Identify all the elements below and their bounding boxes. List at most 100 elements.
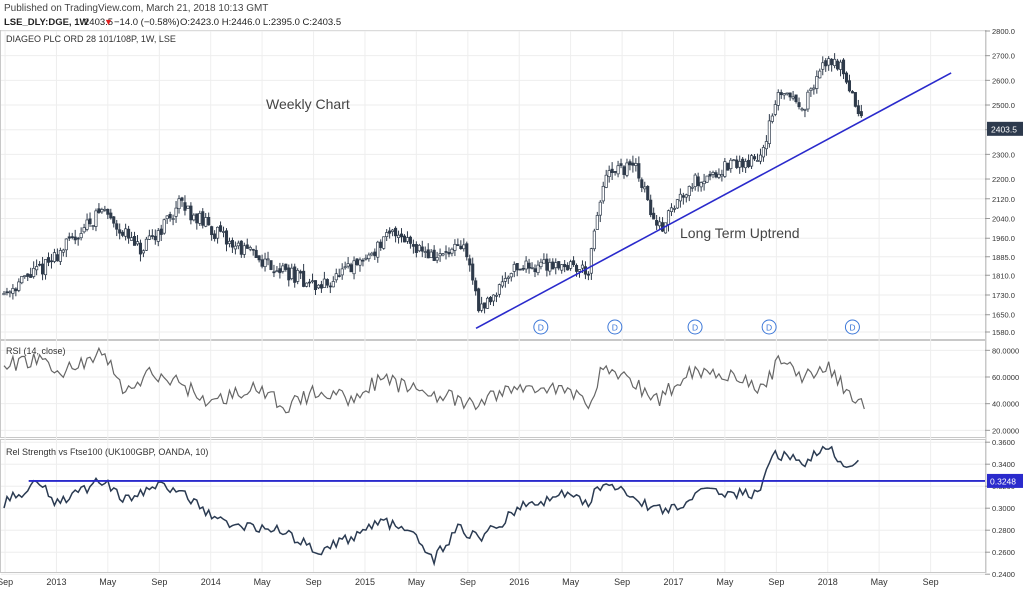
candle-body xyxy=(411,244,415,247)
y-tick-label: 40.0000 xyxy=(992,400,1019,409)
candle-body xyxy=(55,254,59,262)
candle-body xyxy=(708,173,712,177)
candle-body xyxy=(456,244,460,246)
candle-body xyxy=(699,182,703,188)
candle-body xyxy=(138,242,143,255)
candle-body xyxy=(770,115,774,122)
x-tick-label: May xyxy=(871,577,889,587)
x-tick-label: 2013 xyxy=(46,577,66,587)
candle-body xyxy=(438,253,442,257)
candle-body xyxy=(539,261,543,268)
candle-body xyxy=(735,159,739,168)
candle-body xyxy=(530,267,534,269)
candle-body xyxy=(402,235,407,243)
candle-body xyxy=(239,240,243,255)
candle-body xyxy=(761,147,765,158)
candle-body xyxy=(509,273,513,278)
candle-body xyxy=(637,163,641,179)
candle-body xyxy=(518,268,522,271)
candle-body xyxy=(266,258,270,261)
candle-body xyxy=(388,230,392,234)
published-line: Published on TradingView.com, March 21, … xyxy=(4,3,268,14)
candle-body xyxy=(219,225,223,232)
candle-body xyxy=(675,199,679,209)
dividend-badge-label: D xyxy=(766,323,772,333)
candle-body xyxy=(758,154,763,162)
candle-body xyxy=(379,241,383,248)
symbol-label: LSE_DLY:DGE, 1W xyxy=(4,17,88,28)
candle-body xyxy=(441,253,445,256)
candle-body xyxy=(714,172,718,178)
candle-body xyxy=(788,92,792,98)
candle-body xyxy=(536,264,540,274)
candle-body xyxy=(841,59,846,75)
candle-body xyxy=(658,221,662,227)
x-tick-label: Sep xyxy=(151,577,167,587)
candle-body xyxy=(527,262,531,269)
candle-body xyxy=(141,250,145,254)
candle-body xyxy=(794,94,798,103)
candle-body xyxy=(103,208,107,211)
candle-body xyxy=(818,70,822,79)
candle-body xyxy=(186,205,190,209)
x-tick-label: 2014 xyxy=(201,577,221,587)
candle-body xyxy=(394,227,398,237)
candle-body xyxy=(696,176,700,186)
candle-body xyxy=(405,237,409,242)
candle-body xyxy=(198,213,202,224)
candle-body xyxy=(426,249,430,259)
x-tick-label: May xyxy=(99,577,117,587)
candle-body xyxy=(545,258,549,271)
candle-body xyxy=(88,218,92,225)
candle-body xyxy=(313,280,318,291)
candle-body xyxy=(833,58,837,66)
candle-body xyxy=(859,111,863,117)
candle-body xyxy=(821,62,825,70)
candle-body xyxy=(49,260,54,263)
candle-body xyxy=(551,261,555,270)
candle-body xyxy=(491,294,496,302)
candle-body xyxy=(604,174,608,188)
candle-body xyxy=(156,230,160,242)
candle-body xyxy=(809,88,813,91)
rel-panel-title: Rel Strength vs Ftse100 (UK100GBP, OANDA… xyxy=(6,447,208,457)
candle-body xyxy=(524,260,528,270)
y-tick-label: 2600.0 xyxy=(992,76,1015,85)
candle-body xyxy=(468,258,472,266)
candle-body xyxy=(290,267,294,279)
candle-body xyxy=(462,244,466,250)
y-tick-label: 1580.0 xyxy=(992,328,1015,337)
candle-body xyxy=(153,235,157,241)
y-tick-label: 0.2800 xyxy=(992,526,1015,535)
candle-body xyxy=(150,235,154,237)
candle-body xyxy=(391,229,395,232)
candle-body xyxy=(248,247,252,250)
candle-body xyxy=(459,245,463,250)
candle-body xyxy=(557,261,561,269)
candle-body xyxy=(598,201,602,216)
candle-body xyxy=(776,92,780,106)
candle-body xyxy=(803,108,807,111)
candle-body xyxy=(729,159,733,170)
dividend-badge xyxy=(687,319,703,335)
candle-body xyxy=(242,245,246,255)
candle-body xyxy=(328,285,332,288)
candle-body xyxy=(480,303,484,311)
y-tick-label: 1960.0 xyxy=(992,234,1015,243)
candle-body xyxy=(830,58,834,66)
dividend-badge xyxy=(844,319,860,335)
y-tick-label: 0.3400 xyxy=(992,460,1015,469)
candle-body xyxy=(503,278,507,282)
candle-body xyxy=(506,276,510,279)
candle-body xyxy=(563,263,567,268)
candle-body xyxy=(554,262,558,269)
candle-body xyxy=(376,241,380,258)
candle-body xyxy=(41,263,45,275)
candle-body xyxy=(29,274,33,278)
candle-body xyxy=(752,156,757,160)
candle-body xyxy=(293,266,297,283)
candle-body xyxy=(251,248,255,251)
candle-body xyxy=(352,260,356,275)
y-tick-label: 2800.0 xyxy=(992,27,1015,36)
candle-body xyxy=(850,91,854,94)
